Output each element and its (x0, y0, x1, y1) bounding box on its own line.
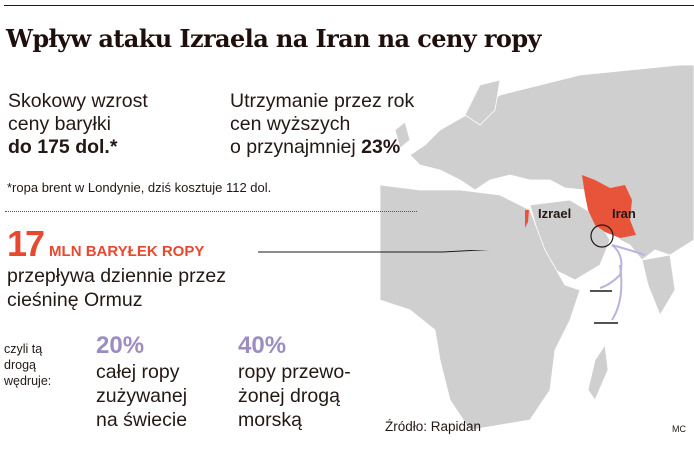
price-stat-line1: Skokowy wzrost (8, 90, 148, 112)
world-map (380, 64, 694, 430)
share-desc-line: zużywanej (96, 385, 188, 407)
share-desc-line: morską (238, 409, 302, 431)
share-intro-line: drogą (4, 358, 36, 372)
page-title: Wpływ ataku Izraela na Iran na ceny ropy (6, 24, 541, 53)
hormuz-line1: przepływa dziennie przez (7, 265, 226, 287)
duration-stat-line1: Utrzymanie przez rok (230, 90, 415, 112)
share-desc-world: całej ropy zużywanej na świecie (96, 360, 187, 432)
price-stat-line2: ceny baryłki (8, 113, 111, 135)
share-desc-line: całej ropy (96, 361, 180, 383)
hormuz-line2: cieśninę Ormuz (7, 289, 143, 311)
price-stat: Skokowy wzrost ceny baryłki do 175 dol.* (8, 90, 148, 159)
share-intro-line: wędruje: (4, 374, 52, 388)
duration-stat-line3: o przynajmniej (230, 136, 362, 158)
share-value-sea: 40% (238, 332, 287, 359)
share-desc-line: żonej drogą (238, 385, 340, 407)
share-desc-line: na świecie (96, 409, 188, 431)
israel-shape (525, 210, 529, 228)
duration-stat-line2: cen wyższych (230, 113, 351, 135)
hormuz-number: 17 (7, 223, 45, 264)
pointer-line (258, 250, 490, 253)
hormuz-circle (590, 224, 614, 248)
israel-label: Izrael (538, 206, 572, 221)
hormuz-unit: MLN BARYŁEK ROPY (49, 243, 205, 260)
hormuz-headline: 17 MLN BARYŁEK ROPY (7, 223, 204, 265)
share-intro: czyli tą drogą wędruje: (4, 341, 51, 389)
iran-label: Iran (612, 206, 636, 221)
share-desc-sea: ropy przewo- żonej drogą morską (238, 360, 351, 432)
hormuz-description: przepływa dziennie przez cieśninę Ormuz (7, 264, 226, 312)
top-rule (4, 5, 694, 6)
dotted-divider (5, 211, 417, 212)
share-value-world: 20% (96, 332, 145, 359)
share-desc-line: ropy przewo- (238, 361, 351, 383)
source-credit: Źródło: Rapidan (385, 419, 482, 434)
duration-stat: Utrzymanie przez rok cen wyższych o przy… (230, 90, 414, 159)
share-intro-line: czyli tą (4, 342, 43, 356)
author-initials: MC (672, 424, 686, 434)
footnote: *ropa brent w Londynie, dziś kosztuje 11… (7, 180, 272, 195)
iran-shape (582, 175, 636, 238)
duration-stat-value: 23% (361, 136, 401, 158)
price-stat-value: do 175 dol.* (8, 136, 118, 158)
